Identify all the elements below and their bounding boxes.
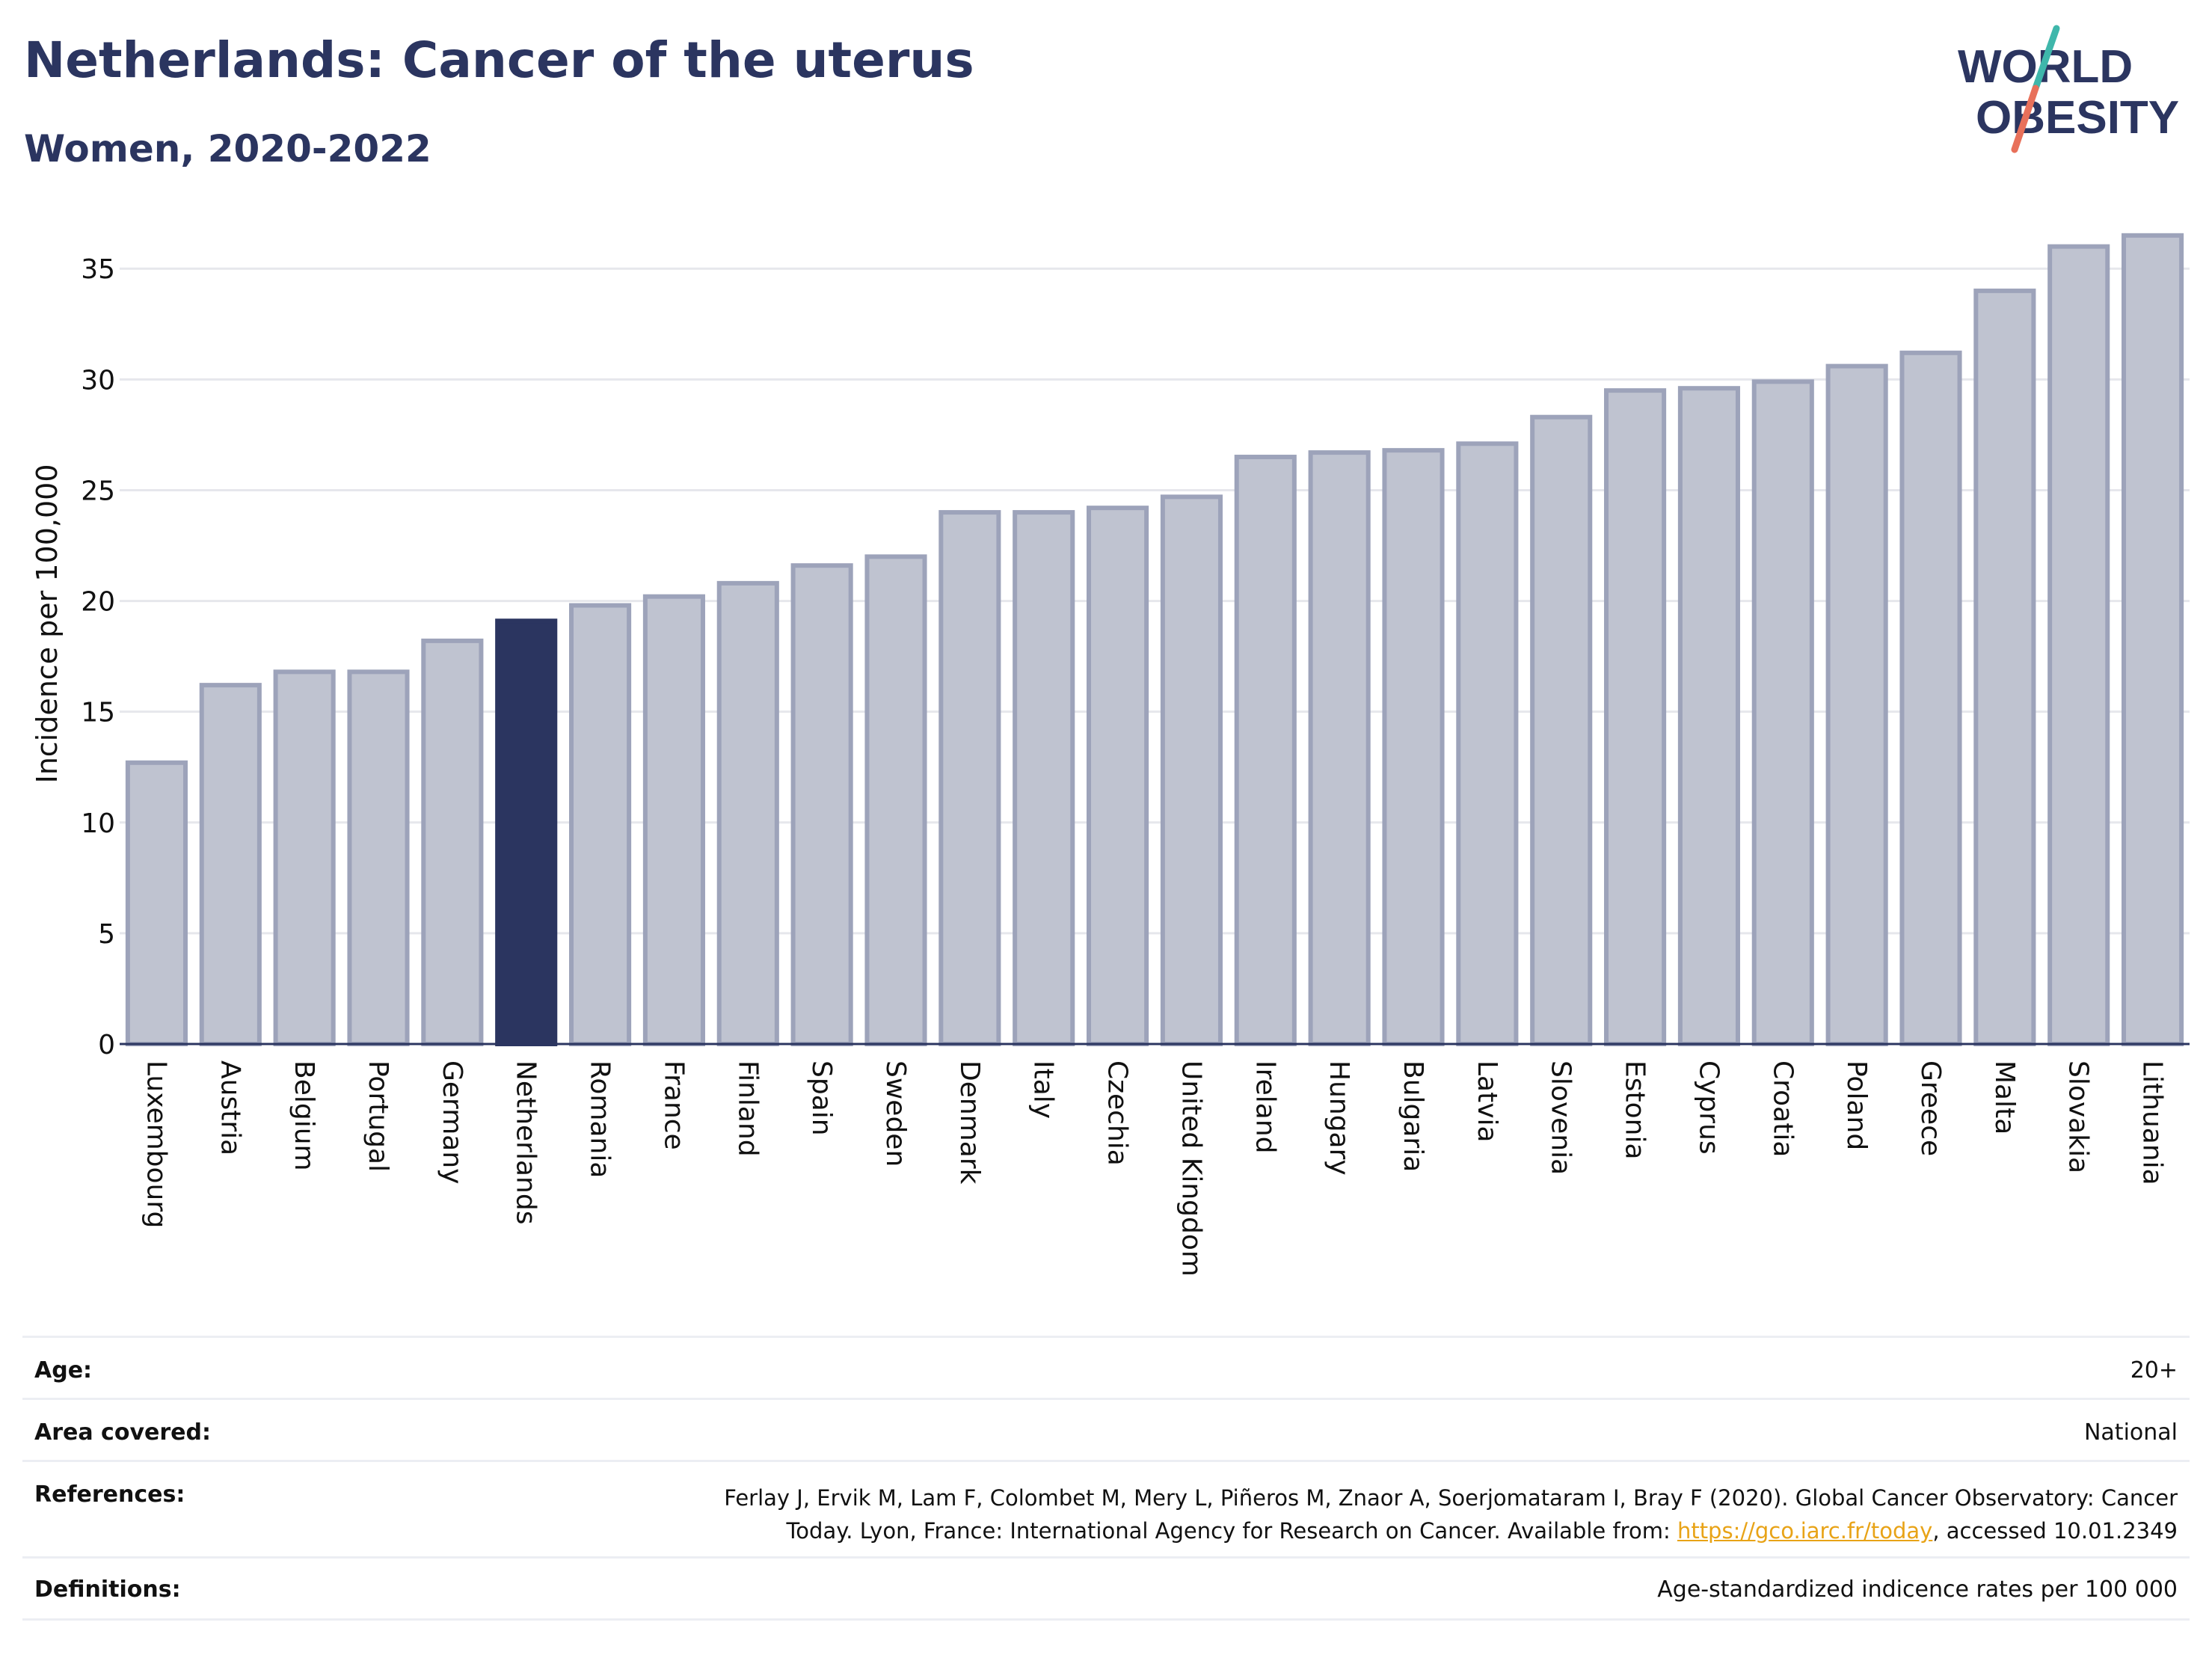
x-tick-label: Malta	[1989, 1060, 2020, 1134]
x-tick-label: Denmark	[954, 1060, 985, 1185]
bar-estonia	[1604, 388, 1667, 1046]
x-tick-label: Slovenia	[1546, 1060, 1576, 1175]
bar-finland	[716, 580, 779, 1046]
x-tick-label: Hungary	[1324, 1060, 1354, 1176]
bar-romania	[569, 603, 632, 1046]
meta-row-age: Age: 20+	[22, 1336, 2190, 1398]
chart-subtitle: Women, 2020-2022	[24, 127, 431, 171]
metadata-table: Age: 20+ Area covered: National Referenc…	[22, 1336, 2190, 1621]
bar-france	[642, 594, 705, 1046]
x-tick-label: France	[658, 1060, 689, 1150]
bar-malta	[1973, 288, 2036, 1046]
reference-text: Today. Lyon, France: International Agenc…	[786, 1518, 1677, 1544]
y-tick-label: 15	[81, 698, 115, 728]
x-tick-label: Italy	[1028, 1060, 1059, 1119]
meta-row-area: Area covered: National	[22, 1398, 2190, 1460]
bar-belgium	[273, 669, 336, 1046]
x-tick-label: Croatia	[1767, 1060, 1798, 1157]
bar-netherlands	[495, 618, 558, 1046]
x-tick-label: Romania	[585, 1060, 615, 1178]
x-tick-label: Belgium	[289, 1060, 319, 1171]
bar-croatia	[1751, 379, 1814, 1046]
meta-label-references: References:	[34, 1481, 185, 1508]
x-tick-label: Germany	[437, 1060, 467, 1184]
x-tick-label: Ireland	[1250, 1060, 1280, 1154]
bar-cyprus	[1677, 386, 1740, 1046]
y-tick-labels: 0 5 10 15 20 25 30 35	[81, 254, 115, 1060]
x-tick-label: Spain	[806, 1060, 837, 1136]
world-obesity-logo: WORLD OBESITY	[1958, 25, 2179, 153]
x-tick-label: Lithuania	[2137, 1060, 2168, 1185]
y-tick-label: 30	[81, 365, 115, 396]
meta-label-age: Age:	[34, 1357, 93, 1384]
y-tick-label: 35	[81, 254, 115, 285]
meta-value-definitions: Age-standardized indicence rates per 100…	[1657, 1576, 2178, 1603]
x-tick-label: Sweden	[880, 1060, 911, 1167]
bars	[125, 233, 2184, 1047]
bar-spain	[790, 563, 853, 1046]
bar-slovakia	[2047, 244, 2110, 1047]
x-tick-label: Latvia	[1472, 1060, 1502, 1143]
meta-value-age: 20+	[2130, 1357, 2178, 1384]
bar-italy	[1013, 510, 1075, 1046]
meta-value-area: National	[2083, 1419, 2178, 1446]
y-tick-label: 10	[81, 808, 115, 839]
meta-label-area: Area covered:	[34, 1419, 211, 1446]
bar-sweden	[864, 554, 927, 1046]
x-tick-label: Estonia	[1620, 1060, 1650, 1160]
bar-czechia	[1087, 506, 1149, 1046]
bar-lithuania	[2122, 233, 2184, 1047]
bar-bulgaria	[1382, 448, 1445, 1046]
x-tick-label: Austria	[215, 1060, 245, 1155]
bar-hungary	[1308, 450, 1371, 1046]
bar-chart: 0 5 10 15 20 25 30 35 Luxembourg Austria Belgium P…	[31, 233, 2190, 1277]
meta-row-definitions: Definitions: Age-standardized indicence …	[22, 1556, 2190, 1621]
reference-accessed: , accessed 10.01.2349	[1932, 1518, 2178, 1544]
reference-line-1: Ferlay J, Ervik M, Lam F, Colombet M, Me…	[724, 1485, 2178, 1511]
x-tick-label: Cyprus	[1693, 1060, 1724, 1155]
bar-germany	[421, 638, 484, 1046]
reference-line-2: Today. Lyon, France: International Agenc…	[724, 1514, 2178, 1547]
x-tick-label: Poland	[1841, 1060, 1872, 1150]
bar-portugal	[347, 669, 410, 1046]
y-axis-label: Incidence per 100,000	[31, 464, 64, 783]
x-tick-label: Luxembourg	[141, 1060, 171, 1228]
y-tick-label: 0	[98, 1030, 115, 1060]
x-tick-label: Bulgaria	[1398, 1060, 1428, 1172]
bar-greece	[1899, 350, 1962, 1046]
x-tick-label: Greece	[1915, 1060, 1946, 1156]
x-tick-label: Finland	[732, 1060, 763, 1157]
chart-title: Netherlands: Cancer of the uterus	[24, 31, 974, 89]
meta-value-references: Ferlay J, Ervik M, Lam F, Colombet M, Me…	[724, 1481, 2178, 1547]
bar-austria	[199, 683, 262, 1046]
bar-denmark	[938, 510, 1001, 1046]
bar-poland	[1825, 363, 1888, 1046]
logo-line2: OBESITY	[1976, 92, 2179, 144]
y-tick-label: 20	[81, 587, 115, 618]
bar-united-kingdom	[1160, 494, 1223, 1046]
x-tick-label: Slovakia	[2063, 1060, 2094, 1173]
y-tick-label: 5	[98, 919, 115, 950]
x-tick-label: Portugal	[363, 1060, 393, 1172]
y-tick-label: 25	[81, 476, 115, 506]
x-tick-labels: Luxembourg Austria Belgium Portugal Germany N…	[141, 1060, 2167, 1277]
bar-slovenia	[1530, 414, 1593, 1046]
meta-row-references: References: Ferlay J, Ervik M, Lam F, Co…	[22, 1460, 2190, 1556]
bar-latvia	[1456, 441, 1519, 1046]
meta-label-definitions: Definitions:	[34, 1576, 181, 1603]
x-tick-label: United Kingdom	[1176, 1060, 1206, 1277]
x-tick-label: Netherlands	[511, 1060, 541, 1224]
reference-link[interactable]: https://gco.iarc.fr/today	[1677, 1518, 1933, 1544]
bar-luxembourg	[125, 760, 188, 1046]
bar-ireland	[1234, 455, 1297, 1046]
x-tick-label: Czechia	[1102, 1060, 1133, 1166]
